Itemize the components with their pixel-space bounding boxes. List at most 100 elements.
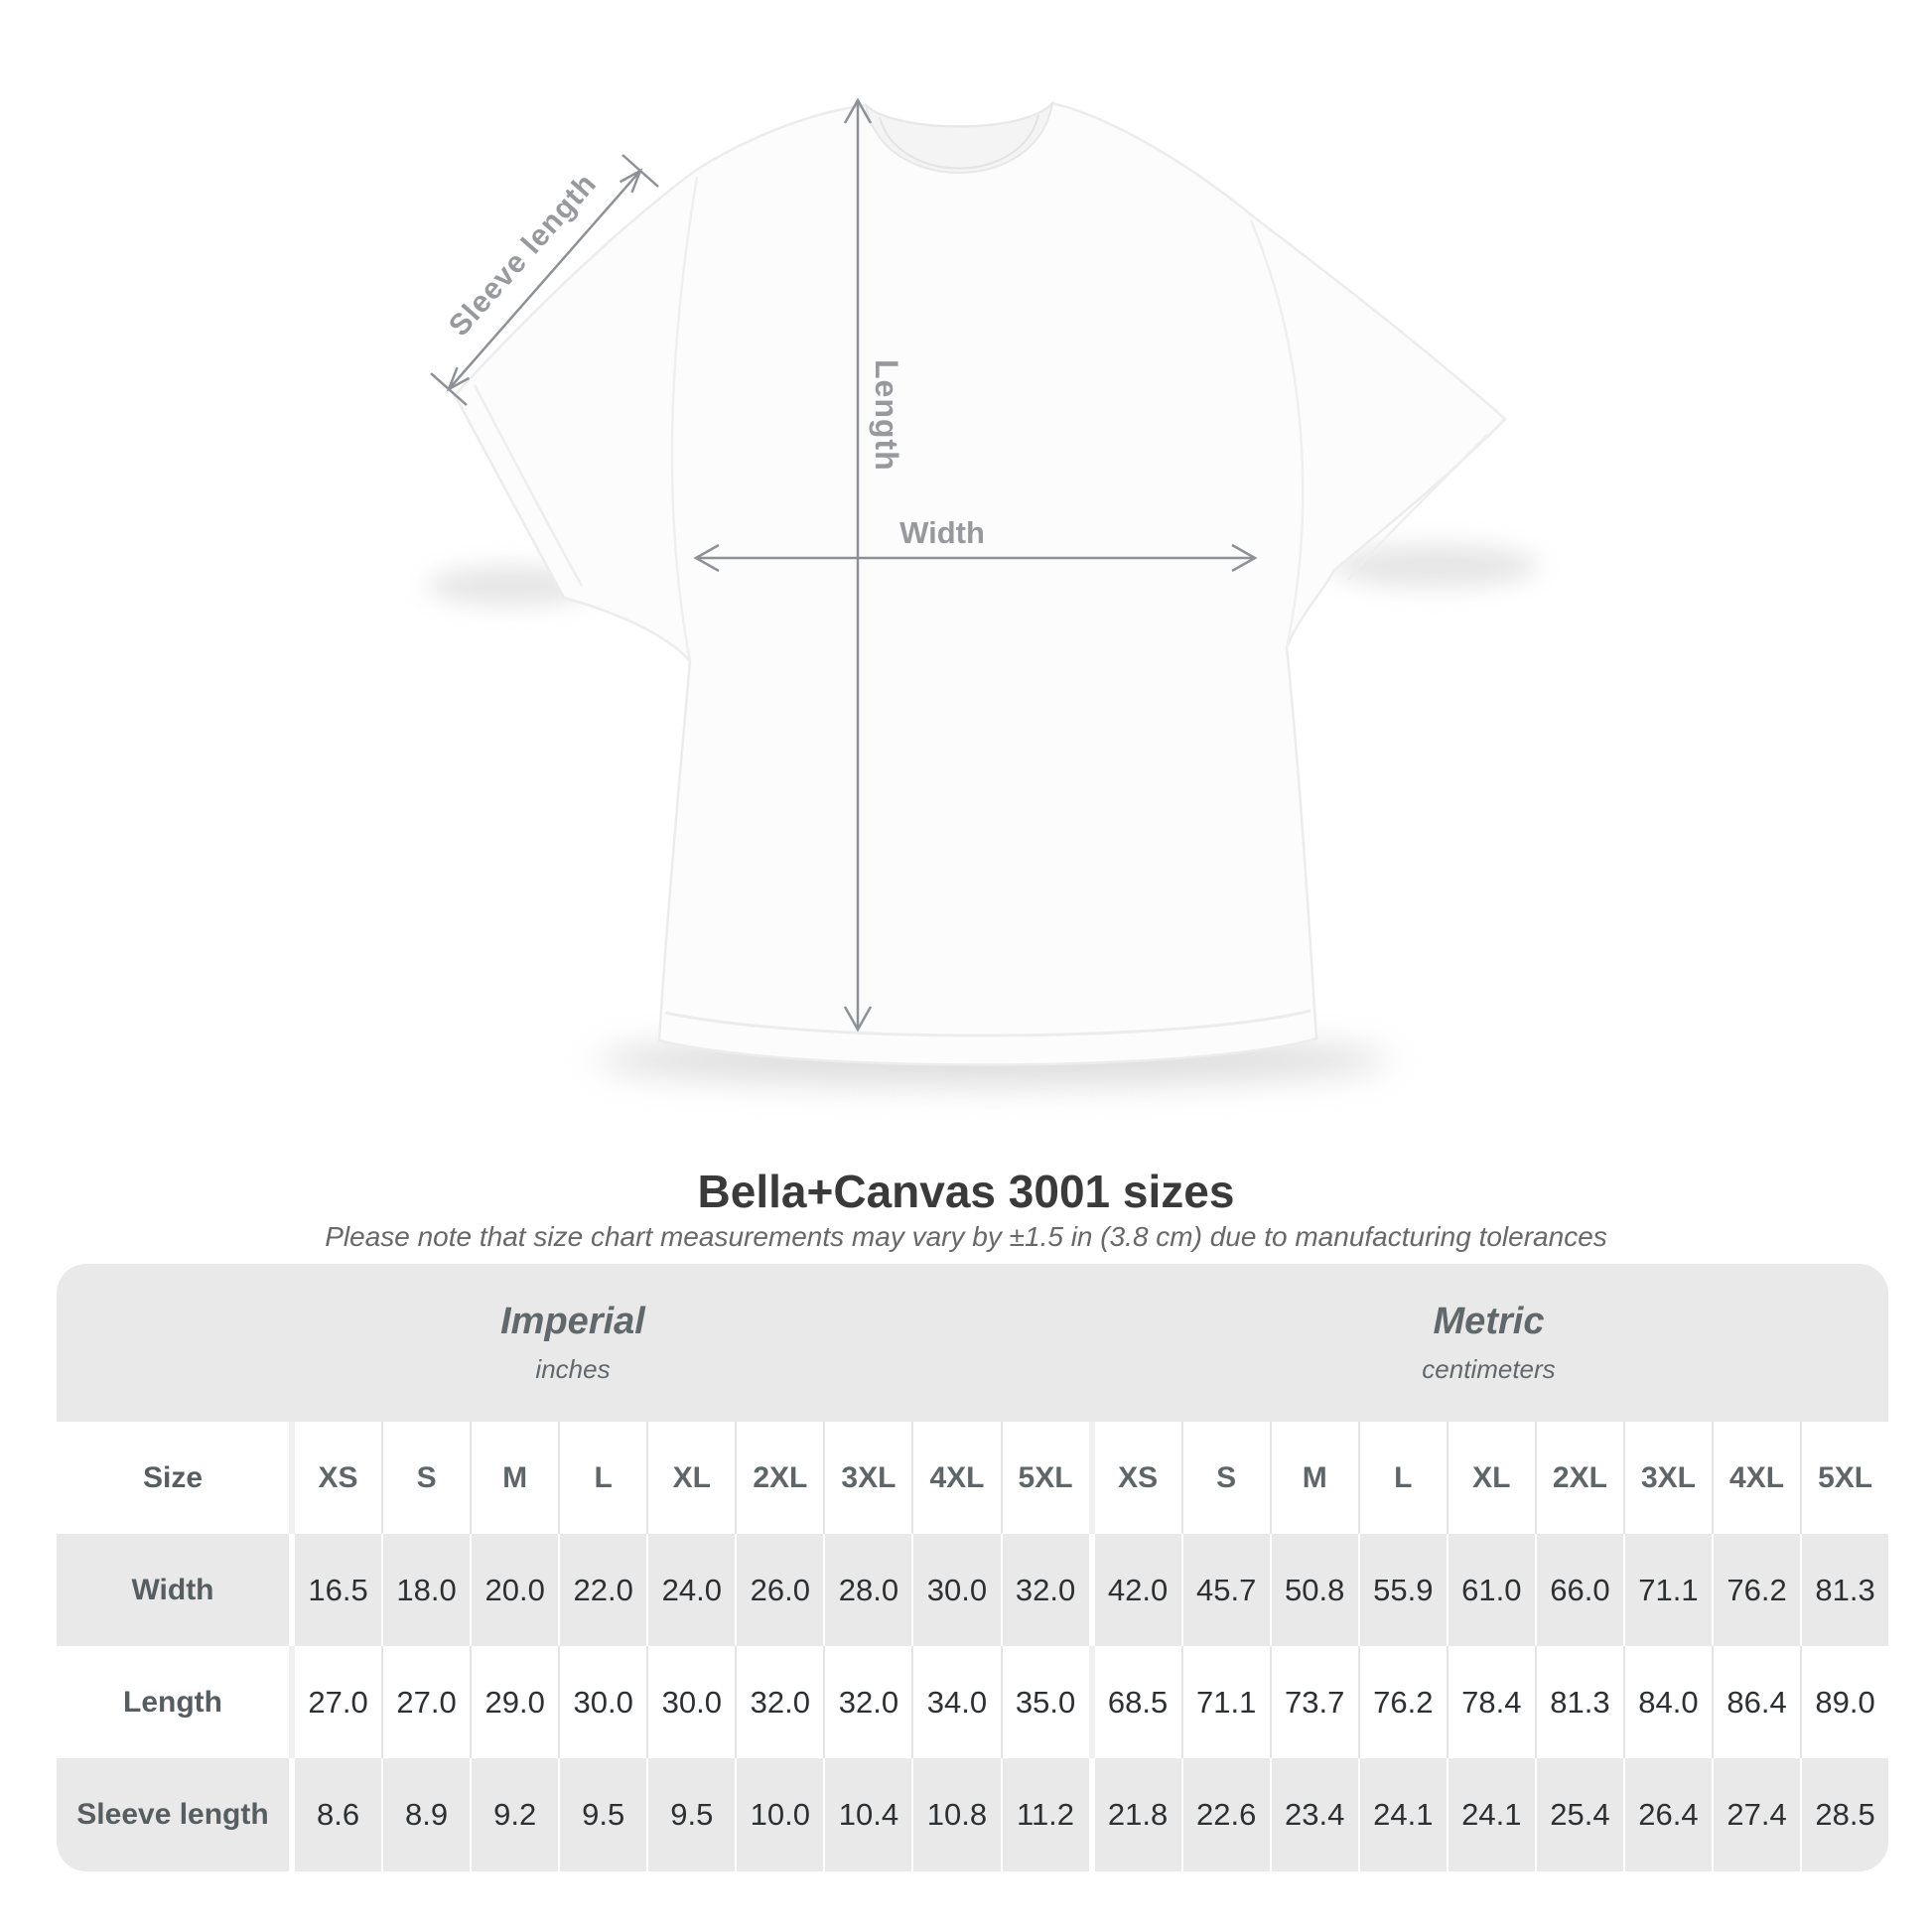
tshirt-graphic [453,99,1507,1066]
value-length-imperial_in-5xl: 35.0 [1000,1646,1089,1758]
value-sleeve-length-metric_cm-xl: 24.1 [1446,1758,1535,1871]
sleeve-length-row: Sleeve length 8.6 8.9 9.2 9.5 9.5 10.0 10.4 10.8… [57,1758,1888,1871]
size-column-header-xs-metric: XS [1088,1422,1181,1534]
unit-group-imperial: Imperial inches [57,1264,1089,1422]
metric-unit: centimeters [1422,1353,1556,1384]
length-row: Length 27.0 27.0 29.0 30.0 30.0 32.0 32.0 34.0 35… [57,1646,1888,1758]
value-length-metric_cm-m: 73.7 [1269,1646,1358,1758]
table-rows: Size XS S M L XL 2XL 3XL 4XL 5XL XS S M L XL 2XL 3XL 4XL 5… [57,1422,1888,1871]
size-table: Imperial inches Metric centimeters Size X… [57,1264,1888,1871]
size-column-header-s-metric: S [1180,1422,1270,1534]
size-column-header-xl-imperial: XL [646,1422,735,1534]
value-length-metric_cm-3xl: 84.0 [1622,1646,1712,1758]
value-sleeve-length-imperial_in-xl: 9.5 [646,1758,735,1871]
tshirt-collar [864,99,1054,174]
width-row: Width 16.5 18.0 20.0 22.0 24.0 26.0 28.0 30.0 32.… [57,1534,1888,1646]
right-cuff-seam [1347,434,1488,581]
value-sleeve-length-imperial_in-s: 8.9 [381,1758,470,1871]
value-length-metric_cm-xl: 78.4 [1446,1646,1535,1758]
value-width-imperial_in-xs: 16.5 [289,1534,381,1646]
value-width-imperial_in-5xl: 32.0 [1000,1534,1089,1646]
sleeve-length-arrow [430,154,659,406]
value-width-metric_cm-l: 55.9 [1357,1534,1447,1646]
hem-seam [664,1009,1311,1037]
value-width-imperial_in-xl: 24.0 [646,1534,735,1646]
left-cuff-seam [473,384,584,587]
size-column-header-m-imperial: M [470,1422,558,1534]
size-column-header-s-imperial: S [381,1422,470,1534]
value-width-metric_cm-5xl: 81.3 [1800,1534,1888,1646]
measurement-arrows [430,97,1258,1033]
value-sleeve-length-metric_cm-s: 22.6 [1180,1758,1270,1871]
value-length-imperial_in-3xl: 32.0 [823,1646,911,1758]
width-label: Width [899,515,985,550]
size-column-header-l-metric: L [1357,1422,1447,1534]
metric-heading: Metric [1433,1300,1545,1342]
value-sleeve-length-metric_cm-xs: 21.8 [1088,1758,1181,1871]
value-length-metric_cm-s: 71.1 [1180,1646,1270,1758]
value-length-imperial_in-m: 29.0 [470,1646,558,1758]
value-length-metric_cm-4xl: 86.4 [1712,1646,1800,1758]
value-length-imperial_in-4xl: 34.0 [911,1646,1000,1758]
size-column-header-m-metric: M [1269,1422,1358,1534]
value-sleeve-length-imperial_in-xs: 8.6 [289,1758,381,1871]
length-label: Length [869,359,904,472]
value-sleeve-length-imperial_in-3xl: 10.4 [823,1758,911,1871]
unit-group-metric: Metric centimeters [1089,1264,1888,1422]
size-header-row: Size XS S M L XL 2XL 3XL 4XL 5XL XS S M L XL 2XL 3XL 4XL 5… [57,1422,1888,1534]
value-length-metric_cm-l: 76.2 [1357,1646,1447,1758]
imperial-heading: Imperial [500,1300,645,1342]
length-label: Length [123,1685,222,1719]
size-column-header-2xl-metric: 2XL [1534,1422,1623,1534]
length-arrow [843,97,873,1033]
value-width-metric_cm-s: 45.7 [1180,1534,1270,1646]
value-width-imperial_in-2xl: 26.0 [735,1534,823,1646]
size-column-header-3xl-imperial: 3XL [823,1422,911,1534]
size-column-header-5xl-metric: 5XL [1800,1422,1888,1534]
value-width-imperial_in-l: 22.0 [558,1534,646,1646]
value-sleeve-length-metric_cm-m: 23.4 [1269,1758,1358,1871]
value-length-metric_cm-2xl: 81.3 [1534,1646,1623,1758]
width-arrow [693,543,1258,573]
value-sleeve-length-imperial_in-4xl: 10.8 [911,1758,1000,1871]
value-sleeve-length-imperial_in-l: 9.5 [558,1758,646,1871]
value-width-imperial_in-3xl: 28.0 [823,1534,911,1646]
value-length-imperial_in-2xl: 32.0 [735,1646,823,1758]
value-width-imperial_in-4xl: 30.0 [911,1534,1000,1646]
size-column-header-2xl-imperial: 2XL [735,1422,823,1534]
right-sleeve-seam [1249,219,1305,648]
value-width-metric_cm-xs: 42.0 [1088,1534,1181,1646]
value-length-metric_cm-xs: 68.5 [1088,1646,1181,1758]
value-sleeve-length-metric_cm-2xl: 25.4 [1534,1758,1623,1871]
page-title: Bella+Canvas 3001 sizes [697,1165,1235,1217]
value-width-metric_cm-m: 50.8 [1269,1534,1358,1646]
size-column-header-l-imperial: L [558,1422,646,1534]
width-label: Width [131,1573,214,1606]
size-column-header-4xl-metric: 4XL [1712,1422,1800,1534]
value-width-metric_cm-3xl: 71.1 [1622,1534,1712,1646]
size-column-header-4xl-imperial: 4XL [911,1422,1000,1534]
units-band: Imperial inches Metric centimeters [57,1264,1888,1422]
tshirt-collar-seam [879,114,1039,170]
value-sleeve-length-metric_cm-4xl: 27.4 [1712,1758,1800,1871]
value-width-metric_cm-2xl: 66.0 [1534,1534,1623,1646]
right-cuff-shadow [1330,544,1539,588]
value-length-imperial_in-s: 27.0 [381,1646,470,1758]
value-sleeve-length-metric_cm-3xl: 26.4 [1622,1758,1712,1871]
shirt-diagram: Sleeve length Length Width [427,97,1539,1086]
value-length-metric_cm-5xl: 89.0 [1800,1646,1888,1758]
left-sleeve-seam [670,176,699,662]
value-width-metric_cm-4xl: 76.2 [1712,1534,1800,1646]
value-width-imperial_in-m: 20.0 [470,1534,558,1646]
size-corner-label: Size [142,1460,204,1494]
value-width-metric_cm-xl: 61.0 [1446,1534,1535,1646]
page-subtitle: Please note that size chart measurements… [325,1221,1607,1252]
size-column-header-xl-metric: XL [1446,1422,1535,1534]
value-length-imperial_in-xs: 27.0 [289,1646,381,1758]
value-sleeve-length-metric_cm-5xl: 28.5 [1800,1758,1888,1871]
size-column-header-5xl-imperial: 5XL [1000,1422,1089,1534]
value-width-imperial_in-s: 18.0 [381,1534,470,1646]
value-sleeve-length-imperial_in-2xl: 10.0 [735,1758,823,1871]
imperial-unit: inches [535,1353,611,1384]
